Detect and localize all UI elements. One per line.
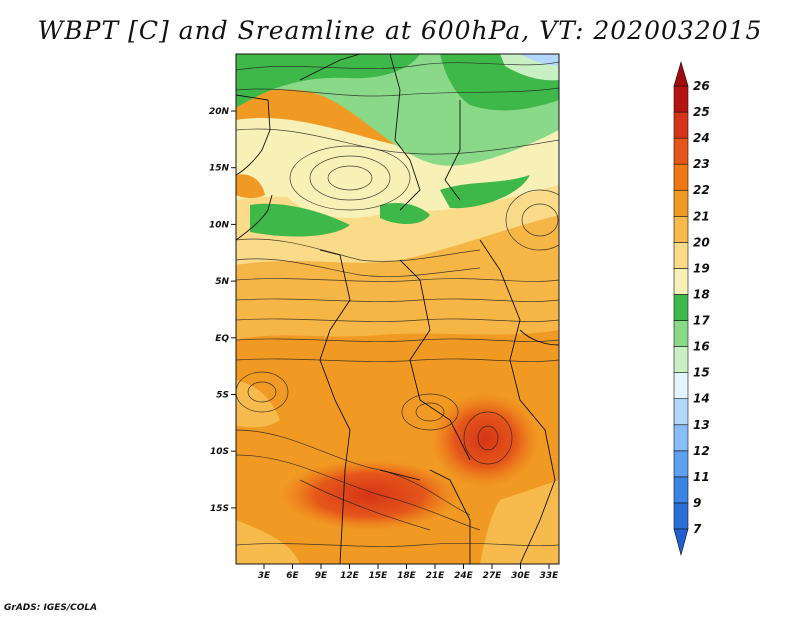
colorbar-label: 12 [693, 444, 710, 458]
colorbar-label: 14 [693, 392, 710, 406]
colorbar-segment [673, 476, 689, 504]
colorbar-label: 11 [693, 470, 710, 484]
colorbar-segment [673, 424, 689, 452]
lat-label: 20N [209, 107, 230, 117]
colorbar-segment [673, 398, 689, 426]
colorbar-min-arrow [673, 528, 689, 557]
colorbar-label: 13 [693, 418, 710, 432]
lat-label: 15N [209, 164, 230, 174]
colorbar-label: 20 [693, 235, 710, 249]
lat-label: 10N [209, 220, 230, 230]
colorbar-label: 21 [693, 209, 710, 223]
map-frame [235, 53, 560, 565]
colorbar-max-arrow [673, 60, 689, 87]
colorbar-segment [673, 268, 689, 295]
lat-label: 5S [216, 391, 229, 401]
lat-label: 5N [215, 277, 229, 287]
colorbar-segment [673, 372, 689, 400]
colorbar-segment [673, 215, 689, 243]
colorbar-label: 15 [693, 366, 710, 380]
colorbar-label: 23 [693, 157, 710, 171]
map-title: WBPT [C] and Sreamline at 600hPa, VT: 20… [37, 16, 763, 45]
colorbar-segment [673, 85, 689, 113]
colorbar-segment [673, 320, 689, 347]
lon-label: 21E [426, 571, 446, 581]
footer-credit: GrADS: IGES/COLA [4, 603, 98, 613]
lon-label: 27E [483, 571, 503, 581]
colorbar-segment [673, 163, 689, 191]
colorbar-segment [673, 137, 689, 165]
colorbar-label: 24 [693, 131, 710, 145]
colorbar-label: 26 [693, 79, 710, 93]
lon-label: 33E [540, 571, 560, 581]
wbpt-shading [236, 54, 559, 564]
lon-label: 24E [454, 571, 474, 581]
lat-label: 15S [210, 504, 229, 514]
lon-label: 15E [369, 571, 389, 581]
colorbar-segment [673, 346, 689, 373]
lon-label: 9E [315, 571, 328, 581]
colorbar-label: 7 [693, 522, 702, 536]
colorbar-label: 19 [693, 261, 710, 275]
colorbar-label: 17 [693, 314, 710, 328]
colorbar: 7 9 11 12 13 14 15 16 17 18 19 20 21 22 23 24 25 26 [673, 60, 710, 557]
colorbar-segment [673, 189, 689, 217]
lat-label: EQ [215, 334, 229, 344]
colorbar-segment [673, 242, 689, 269]
colorbar-label: 22 [693, 183, 710, 197]
colorbar-segment [673, 294, 689, 321]
colorbar-label: 25 [693, 105, 710, 119]
lon-label: 3E [258, 571, 271, 581]
colorbar-segment [673, 111, 689, 139]
colorbar-label: 16 [693, 340, 710, 354]
longitude-axis: 3E 6E 9E 12E 15E 18E 21E 24E 27E 30E 33E [258, 564, 559, 581]
lon-label: 12E [340, 571, 360, 581]
lon-label: 30E [511, 571, 531, 581]
lat-label: 10S [210, 447, 229, 457]
country-borders [236, 54, 559, 564]
colorbar-label: 9 [693, 496, 701, 510]
colorbar-label: 18 [693, 287, 710, 301]
colorbar-segment [673, 502, 689, 530]
colorbar-segment [673, 450, 689, 478]
latitude-axis: 20N 15N 10N 5N EQ 5S 10S 15S [209, 107, 236, 514]
lon-label: 6E [286, 571, 299, 581]
lon-label: 18E [397, 571, 417, 581]
